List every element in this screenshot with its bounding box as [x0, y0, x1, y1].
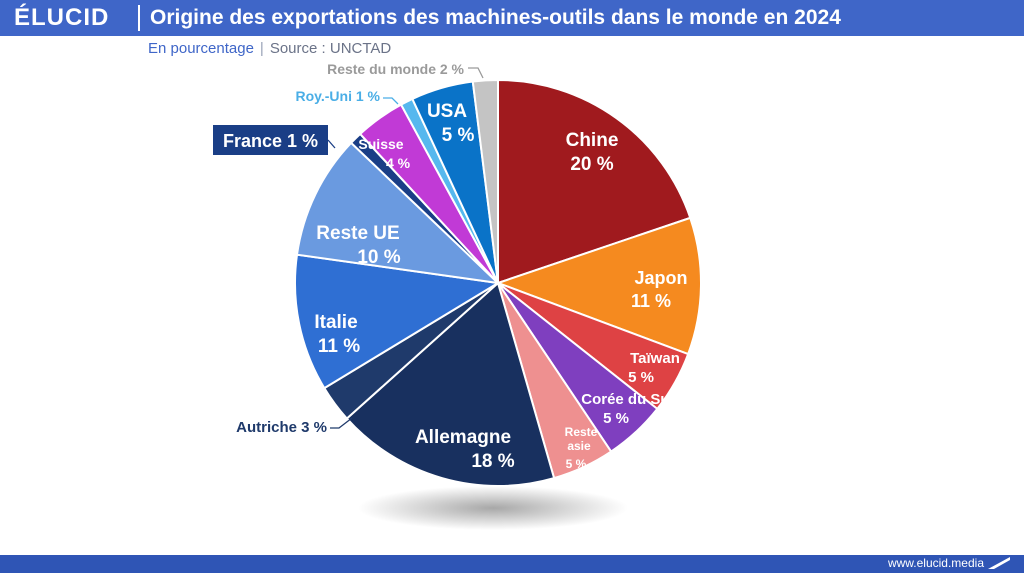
- pie-slice-allemagne: [345, 281, 556, 487]
- slice-value-italie: 11 %: [318, 336, 360, 357]
- slice-label-chine: Chine: [566, 130, 619, 151]
- slice-value-taiwan: 5 %: [628, 369, 654, 386]
- callout-line-reste-du-monde: [468, 67, 484, 79]
- pie-labels: Chine 20 % Japon 11 % Taïwan 5 % Corée du Sud 5…: [213, 61, 688, 472]
- slice-label-reste-ue: Reste UE: [316, 223, 399, 244]
- slice-value-autriche: Autriche 3 %: [236, 419, 327, 436]
- callout-box-france: [213, 125, 328, 155]
- slice-value-usa: 5 %: [442, 125, 475, 146]
- brand-logo: ÉLUCID: [14, 4, 110, 31]
- slice-value-france: France 1 %: [223, 131, 318, 151]
- slice-value-chine: 20 %: [570, 154, 613, 175]
- brand-mark-icon: [988, 557, 1010, 569]
- pie-slice-reste-du-monde: [471, 78, 499, 284]
- slice-value-roy-uni: Roy.-Uni 1 %: [295, 88, 380, 104]
- slice-value-suisse: 4 %: [386, 155, 411, 171]
- slice-label-italie: Italie: [314, 312, 357, 333]
- pie-slice-italie: [294, 253, 501, 390]
- slice-value-allemagne: 18 %: [471, 451, 514, 472]
- header-divider: [138, 5, 140, 31]
- pie-slices: [294, 78, 702, 487]
- pie-slice-japon: [495, 216, 702, 356]
- slice-label-allemagne: Allemagne: [415, 427, 511, 448]
- slice-label-reste-asie: Reste: [565, 425, 598, 439]
- slice-label-suisse: Suisse: [358, 136, 403, 152]
- callout-line-autriche: [330, 417, 353, 429]
- slice-label-japon: Japon: [634, 268, 687, 288]
- slice-label-reste-asie-2: asie: [567, 439, 591, 453]
- chart-subtitle: En pourcentage | Source : UNCTAD: [148, 40, 391, 57]
- pie-shadow: [358, 486, 628, 530]
- slice-value-coree-du-sud: 5 %: [603, 410, 629, 427]
- slice-value-reste-asie: 5 %: [566, 457, 587, 471]
- slice-value-reste-du-monde: Reste du monde 2 %: [327, 61, 464, 77]
- source-label: Source : UNCTAD: [269, 40, 392, 57]
- footer-url[interactable]: www.elucid.media: [887, 556, 984, 570]
- slice-label-coree-du-sud: Corée du Sud: [581, 391, 679, 408]
- callout-line-roy-uni: [383, 97, 399, 105]
- unit-label: En pourcentage: [148, 40, 254, 57]
- header-bar: ÉLUCID Origine des exportations des mach…: [0, 0, 1024, 36]
- slice-label-usa: USA: [427, 101, 467, 122]
- slice-value-reste-ue: 10 %: [357, 247, 400, 268]
- footer-bar: www.elucid.media: [0, 555, 1024, 573]
- pie-slice-chine: [497, 78, 692, 285]
- pie-slice-reste-ue: [295, 141, 501, 285]
- callout-line-france: [327, 139, 336, 149]
- slice-value-japon: 11 %: [631, 291, 671, 311]
- subtitle-separator: |: [259, 40, 264, 57]
- slice-label-taiwan: Taïwan: [630, 350, 680, 367]
- chart-title: Origine des exportations des machines-ou…: [150, 6, 841, 29]
